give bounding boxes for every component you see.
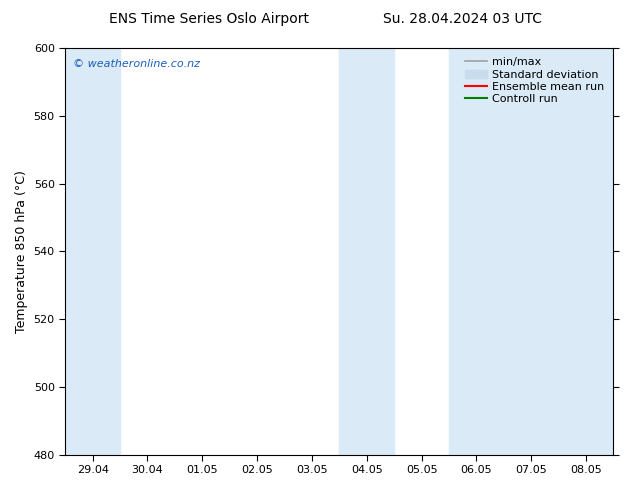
Bar [65, 49, 120, 455]
Legend: min/max, Standard deviation, Ensemble mean run, Controll run: min/max, Standard deviation, Ensemble me… [461, 54, 608, 107]
Text: ENS Time Series Oslo Airport: ENS Time Series Oslo Airport [109, 12, 309, 26]
Text: © weatheronline.co.nz: © weatheronline.co.nz [74, 58, 200, 69]
Text: Su. 28.04.2024 03 UTC: Su. 28.04.2024 03 UTC [384, 12, 542, 26]
Y-axis label: Temperature 850 hPa (°C): Temperature 850 hPa (°C) [15, 170, 28, 333]
Bar [339, 49, 394, 455]
Bar [449, 49, 614, 455]
